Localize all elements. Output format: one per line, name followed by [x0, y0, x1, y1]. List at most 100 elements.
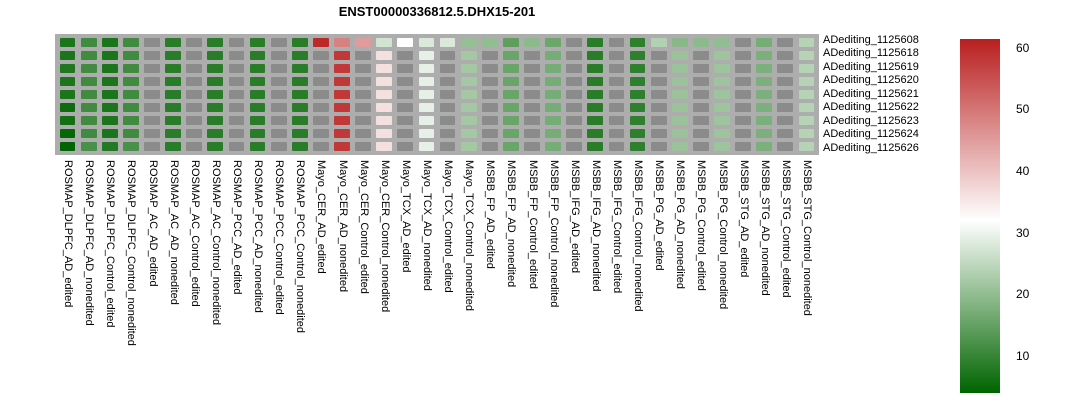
heatmap-cell — [205, 101, 226, 114]
heatmap-cell — [543, 140, 564, 153]
heatmap-cell — [437, 114, 458, 127]
heatmap-cell — [521, 75, 542, 88]
heatmap-cell — [733, 62, 754, 75]
heatmap-cell — [184, 114, 205, 127]
heatmap-cell — [374, 114, 395, 127]
heatmap-cell — [479, 114, 500, 127]
heatmap-cell — [711, 127, 732, 140]
heatmap-cell — [564, 127, 585, 140]
heatmap-cell — [57, 75, 78, 88]
heatmap-cell — [606, 62, 627, 75]
heatmap-cell — [226, 140, 247, 153]
heatmap-cell — [733, 88, 754, 101]
heatmap-cell — [374, 88, 395, 101]
heatmap-cell — [395, 49, 416, 62]
heatmap-cell — [690, 75, 711, 88]
heatmap-cell — [606, 49, 627, 62]
heatmap-cell — [606, 36, 627, 49]
heatmap-cell — [353, 62, 374, 75]
heatmap-cell — [120, 140, 141, 153]
heatmap-cell — [754, 114, 775, 127]
heatmap-cell — [585, 88, 606, 101]
heatmap-cell — [458, 101, 479, 114]
heatmap-cell — [226, 36, 247, 49]
heatmap-cell — [690, 127, 711, 140]
col-label: Mayo_TCX_AD_edited — [399, 160, 412, 273]
heatmap-cell — [57, 62, 78, 75]
heatmap-cell — [120, 101, 141, 114]
heatmap-cell — [247, 49, 268, 62]
heatmap-cell — [437, 140, 458, 153]
heatmap-cell — [416, 75, 437, 88]
heatmap-cell — [479, 101, 500, 114]
heatmap-cell — [437, 62, 458, 75]
col-label: ROSMAP_PCC_Control_edited — [273, 160, 286, 315]
heatmap-cell — [585, 62, 606, 75]
heatmap-cell — [395, 62, 416, 75]
heatmap-cell — [564, 36, 585, 49]
heatmap-cell — [416, 36, 437, 49]
heatmap-cell — [711, 114, 732, 127]
heatmap-cell — [395, 127, 416, 140]
heatmap-cell — [205, 62, 226, 75]
heatmap-cell — [141, 36, 162, 49]
heatmap-cell — [120, 127, 141, 140]
heatmap-cell — [754, 49, 775, 62]
heatmap-cell — [184, 140, 205, 153]
heatmap-cell — [775, 62, 796, 75]
heatmap-cell — [585, 114, 606, 127]
heatmap-cell — [521, 127, 542, 140]
heatmap-cell — [585, 49, 606, 62]
heatmap-cell — [648, 114, 669, 127]
heatmap-cell — [57, 140, 78, 153]
heatmap-cell — [458, 88, 479, 101]
heatmap-cell — [669, 36, 690, 49]
heatmap-cell — [78, 140, 99, 153]
heatmap-cell — [437, 127, 458, 140]
heatmap-cell — [374, 62, 395, 75]
heatmap-cell — [690, 49, 711, 62]
row-labels: ADediting_1125608 ADediting_1125618 ADedit… — [823, 34, 919, 155]
col-label: ROSMAP_DLPFC_AD_nonedited — [83, 160, 96, 326]
col-label: ROSMAP_PCC_Control_nonedited — [294, 160, 307, 334]
heatmap-cell — [775, 88, 796, 101]
heatmap-cell — [120, 49, 141, 62]
heatmap-cell — [268, 140, 289, 153]
heatmap-cell — [711, 62, 732, 75]
row-label: ADediting_1125608 — [823, 34, 919, 46]
heatmap-cell — [57, 127, 78, 140]
col-label: MSBB_STG_Control_edited — [779, 160, 792, 298]
heatmap-cell — [247, 36, 268, 49]
heatmap-cell — [437, 88, 458, 101]
heatmap-cell — [627, 140, 648, 153]
heatmap-cell — [99, 101, 120, 114]
heatmap-cell — [268, 114, 289, 127]
heatmap-cell — [289, 127, 310, 140]
col-label: MSBB_PG_Control_nonedited — [716, 160, 729, 310]
heatmap-cell — [606, 114, 627, 127]
heatmap-cell — [310, 49, 331, 62]
heatmap-cell — [648, 49, 669, 62]
col-label: ROSMAP_DLPFC_Control_edited — [104, 160, 117, 328]
heatmap-cell — [141, 49, 162, 62]
heatmap-cell — [458, 114, 479, 127]
heatmap-cell — [669, 140, 690, 153]
heatmap-cell — [395, 36, 416, 49]
heatmap-cell — [78, 36, 99, 49]
heatmap-cell — [120, 114, 141, 127]
heatmap-cell — [99, 114, 120, 127]
heatmap-cell — [754, 62, 775, 75]
heatmap-cell — [796, 88, 817, 101]
heatmap-cell — [247, 75, 268, 88]
col-label: MSBB_FP_AD_nonedited — [505, 160, 518, 288]
heatmap-cell — [521, 114, 542, 127]
heatmap-cell — [141, 140, 162, 153]
heatmap-cell — [395, 114, 416, 127]
heatmap-cell — [184, 36, 205, 49]
heatmap-cell — [331, 114, 352, 127]
heatmap-cell — [353, 101, 374, 114]
heatmap-cell — [796, 36, 817, 49]
heatmap-cell — [99, 127, 120, 140]
heatmap-cell — [163, 127, 184, 140]
